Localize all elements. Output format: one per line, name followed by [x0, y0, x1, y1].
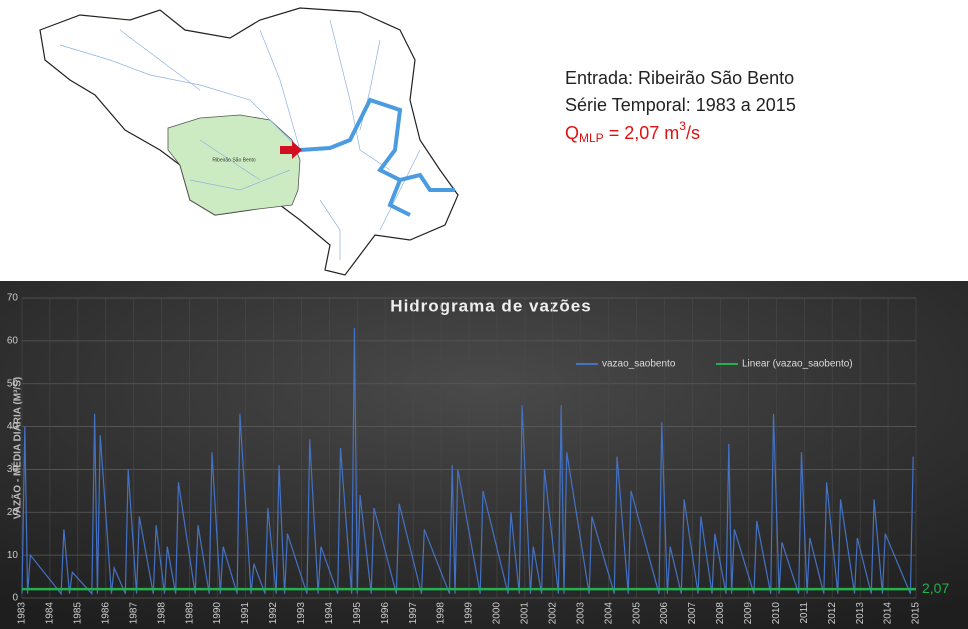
- x-tick-label: 2003: [575, 602, 586, 625]
- q-sub: MLP: [579, 131, 604, 145]
- x-tick-label: 1987: [128, 602, 139, 625]
- arrow: [280, 141, 302, 159]
- q-end: /s: [686, 123, 700, 143]
- y-tick-label: 30: [7, 464, 19, 475]
- x-tick-label: 1995: [352, 602, 363, 625]
- y-axis-label: VAZÃO - MÉDIA DIÁRIA (M³/S): [11, 377, 24, 519]
- x-tick-label: 2014: [883, 602, 894, 625]
- x-tick-label: 1998: [436, 602, 447, 625]
- x-tick-label: 2000: [492, 602, 503, 625]
- x-tick-label: 2005: [631, 602, 642, 625]
- y-tick-label: 0: [12, 593, 18, 604]
- x-tick-label: 2007: [687, 602, 698, 625]
- x-tick-label: 2006: [659, 602, 670, 625]
- x-tick-label: 1985: [73, 602, 84, 625]
- chart-title: Hidrograma de vazões: [390, 296, 591, 315]
- x-tick-label: 1990: [212, 602, 223, 625]
- x-tick-label: 1983: [17, 602, 28, 625]
- chart: Hidrograma de vazões VAZÃO - MÉDIA DIÁRI…: [7, 293, 950, 625]
- legend-label: vazao_saobento: [602, 359, 676, 370]
- x-tick-label: 2009: [743, 602, 754, 625]
- main-river: [299, 97, 455, 217]
- x-tick-label: 1993: [296, 602, 307, 625]
- flow-info: QMLP = 2,07 m3/s: [565, 119, 700, 145]
- legend-label: Linear (vazao_saobento): [742, 359, 853, 370]
- q-mid: = 2,07 m: [604, 123, 680, 143]
- y-tick-label: 60: [7, 335, 19, 346]
- x-tick-label: 2004: [603, 602, 614, 625]
- x-tick-label: 1999: [464, 602, 475, 625]
- y-tick-label: 50: [7, 378, 19, 389]
- x-tick-label: 2002: [547, 602, 558, 625]
- map-label: Ribeirão São Bento: [212, 157, 256, 163]
- x-tick-label: 1996: [380, 602, 391, 625]
- x-tick-label: 2010: [771, 602, 782, 625]
- x-tick-label: 1984: [45, 602, 56, 625]
- x-tick-label: 2013: [855, 602, 866, 625]
- x-tick-label: 2011: [799, 602, 810, 624]
- q: Q: [565, 123, 579, 143]
- x-tick-label: 1991: [240, 602, 251, 625]
- series-line: [21, 327, 914, 596]
- x-tick-label: 2008: [715, 602, 726, 625]
- y-tick-label: 70: [7, 293, 19, 304]
- y-tick-label: 20: [7, 507, 19, 518]
- q-sup: 3: [679, 119, 686, 133]
- info-line: Série Temporal: 1983 a 2015: [565, 95, 796, 115]
- sub-basin: [167, 114, 301, 216]
- y-tick-label: 40: [7, 421, 19, 432]
- x-tick-label: 1986: [100, 602, 111, 625]
- x-tick-label: 1989: [184, 602, 195, 625]
- chart-background: [0, 281, 968, 629]
- x-tick-label: 2012: [827, 602, 838, 625]
- x-tick-label: 2015: [911, 602, 922, 625]
- x-tick-label: 2001: [520, 602, 531, 625]
- x-tick-label: 1997: [408, 602, 419, 625]
- map: Ribeirão São Bento: [39, 7, 459, 276]
- info-line: Entrada: Ribeirão São Bento: [565, 68, 794, 88]
- streams: [59, 19, 421, 260]
- x-tick-label: 1992: [268, 602, 279, 625]
- y-tick-label: 10: [7, 550, 19, 561]
- x-tick-label: 1988: [156, 602, 167, 625]
- x-tick-label: 1994: [324, 602, 335, 625]
- annotation: 2,07: [922, 580, 949, 596]
